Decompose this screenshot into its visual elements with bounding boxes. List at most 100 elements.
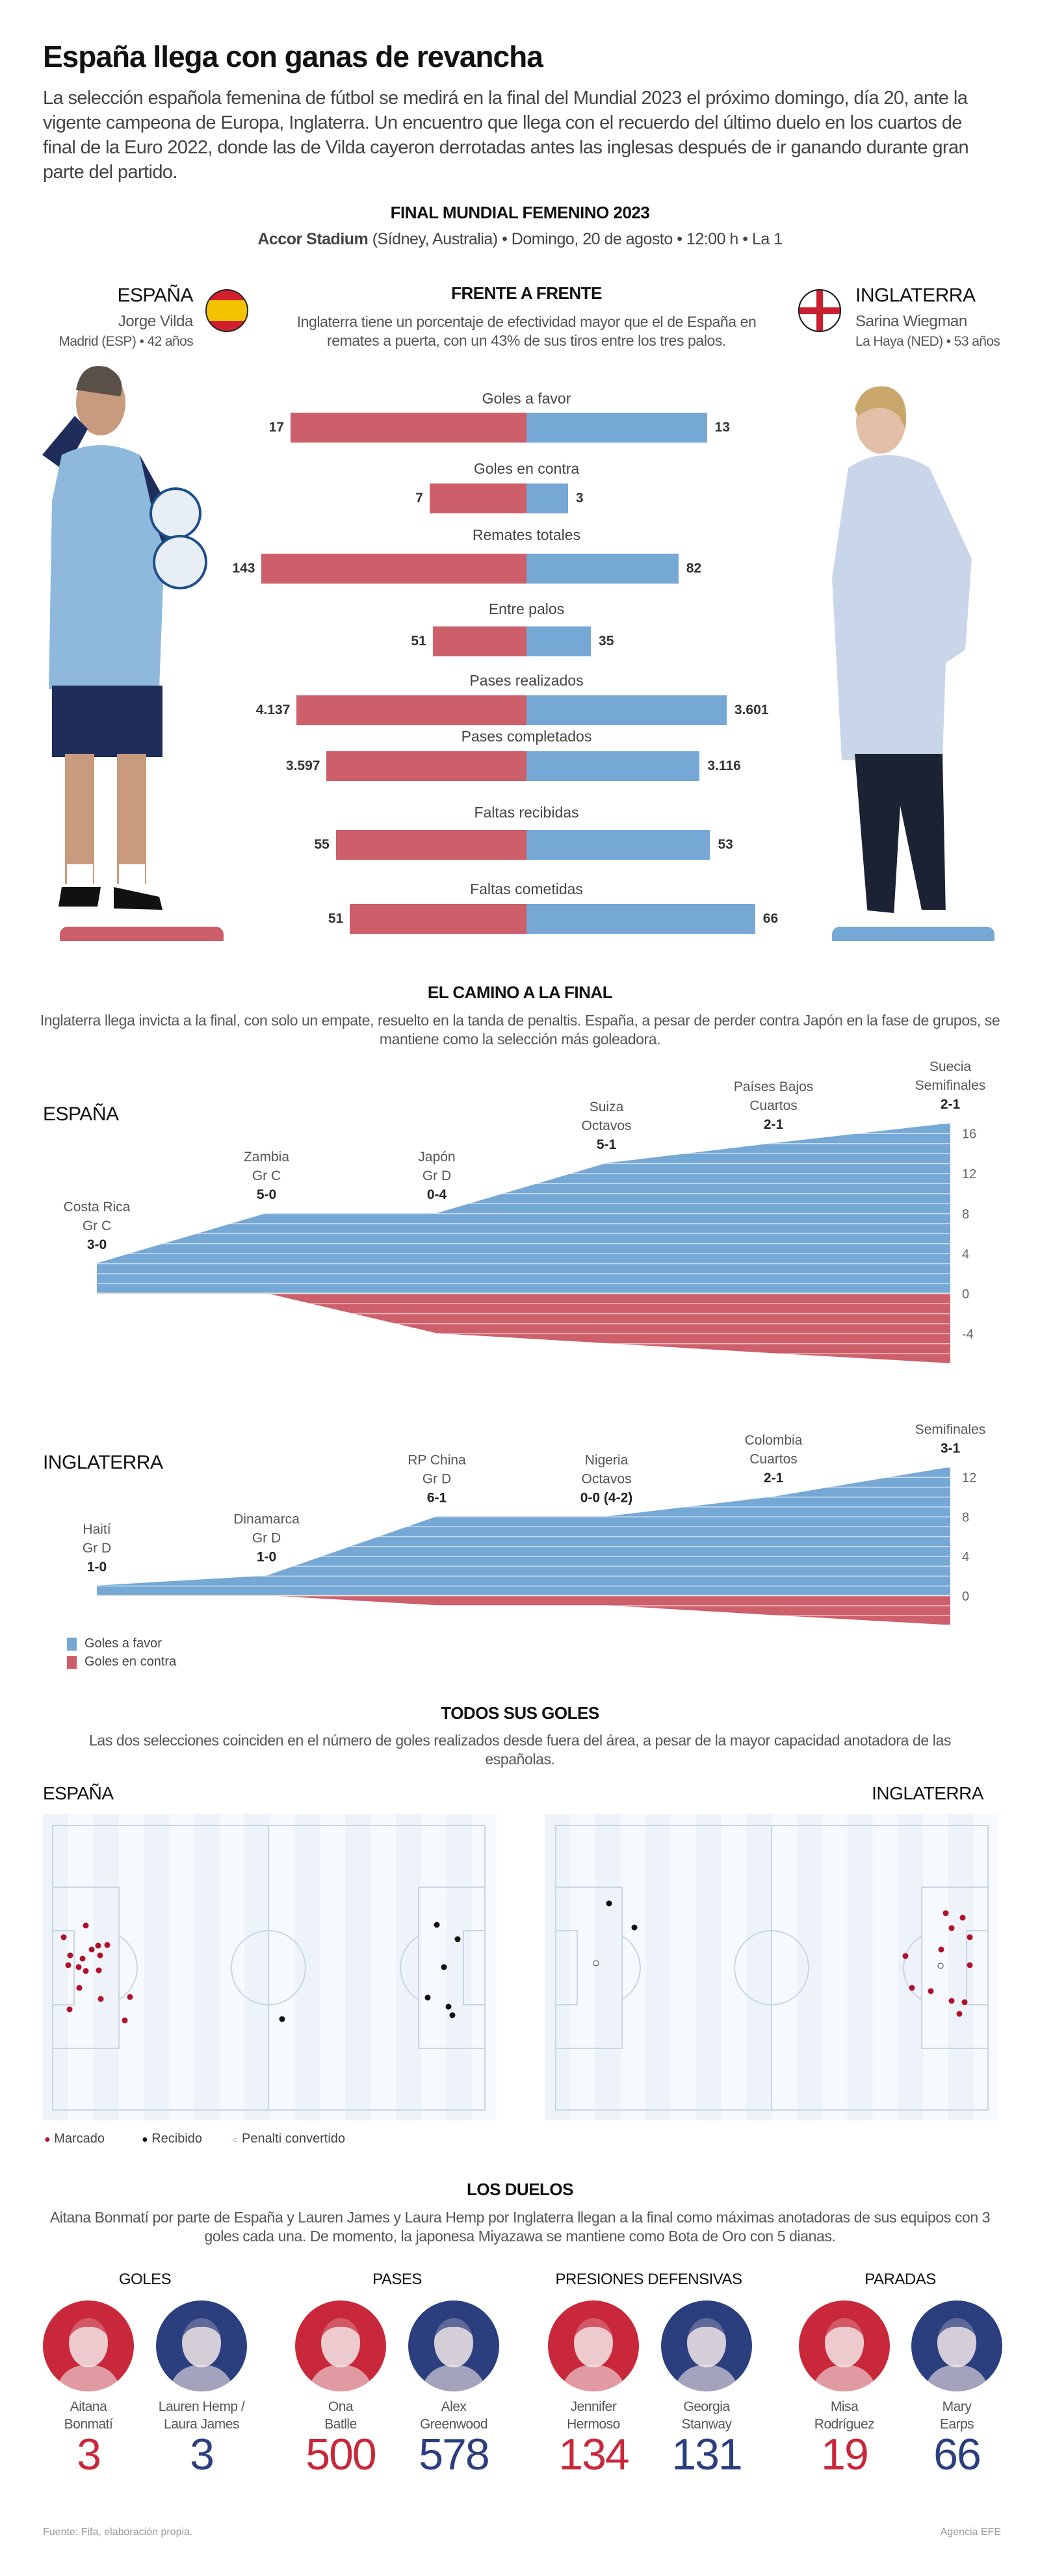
match-details: Accor Stadium (Sídney, Australia) • Domi…	[0, 230, 1040, 249]
goal-scored-dot	[902, 1953, 909, 1959]
match-title: FINAL MUNDIAL FEMENINO 2023	[390, 203, 650, 222]
player-photo	[156, 2300, 247, 2391]
match-score-label: 1-0	[87, 1560, 107, 1575]
match-score-label: 3-0	[87, 1237, 107, 1252]
legend-label: Recibido	[151, 2132, 203, 2146]
player-stat-value: 578	[419, 2430, 489, 2479]
goal-scored-dot	[95, 1942, 101, 1949]
y-tick-label: 4	[962, 1550, 969, 1564]
bar-row-label: Faltas cometidas	[470, 881, 583, 897]
footer-source: Fuente: Fifa, elaboración propia.	[43, 2527, 193, 2538]
spain-value: 51	[328, 911, 344, 926]
england-bar	[526, 751, 700, 781]
england-value: 3	[575, 491, 584, 506]
england-value: 13	[714, 420, 730, 435]
conceded-dot-icon: ●	[142, 2134, 148, 2145]
match-rival-label: Países Bajos	[734, 1079, 814, 1094]
pitch-lines	[555, 1825, 989, 2111]
legend-goles-a-favor: Goles a favor	[67, 1636, 162, 1651]
england-coach-photo	[832, 386, 972, 931]
goal-conceded-dot	[279, 2016, 285, 2022]
match-round-label: Semifinales	[915, 1078, 986, 1093]
spain-goals-pitch	[43, 1814, 497, 2120]
y-tick-label: 16	[962, 1127, 976, 1142]
england-value: 35	[599, 634, 614, 649]
pitch-stripe	[772, 1814, 797, 2120]
bar-row-label: Pases completados	[461, 728, 592, 745]
player-stat-value: 3	[190, 2430, 214, 2479]
spain-bar	[291, 413, 526, 443]
goal-conceded-dot	[424, 1994, 431, 2001]
spain-value: 3.597	[285, 758, 320, 773]
england-value: 3.601	[734, 702, 769, 717]
player-photo	[799, 2300, 890, 2391]
player-name: Lauren Hemp / Laura James	[158, 2399, 245, 2432]
goles-en-contra-stripes	[97, 1595, 950, 1625]
spain-value: 51	[411, 634, 426, 649]
legend-swatch-blue	[67, 1637, 77, 1651]
camino-spain-label: ESPAÑA	[43, 1103, 119, 1125]
goal-conceded-dot	[606, 1900, 612, 1907]
goles-desc: Las dos selecciones coinciden en el núme…	[89, 1732, 951, 1768]
match-score-label: 0-0 (4-2)	[580, 1490, 633, 1505]
england-flag-icon	[798, 289, 841, 332]
goal-scored-dot	[909, 1985, 915, 1991]
england-path-area-chart: 12 8 4 0 Haití Gr D 1-0 Dinamarca Gr D 1-0 RP Chin…	[83, 1417, 985, 1625]
legend-label: Penalti convertido	[242, 2132, 346, 2146]
goal-scored-dot	[75, 1964, 82, 1970]
match-score-label: 2-1	[764, 1117, 784, 1132]
goal-conceded-dot	[631, 1924, 638, 1931]
goal-scored-dot	[67, 1952, 73, 1959]
camino-desc: Inglaterra llega invicta a la final, con…	[40, 1012, 1000, 1048]
match-round-label: Gr D	[252, 1531, 281, 1546]
england-coach-name: Sarina Wiegman	[855, 313, 967, 330]
spain-coach-photo	[42, 366, 207, 910]
y-tick-label: 0	[962, 1590, 969, 1604]
england-bar	[526, 830, 710, 860]
match-score-label: 0-4	[427, 1187, 447, 1202]
player-photo	[911, 2300, 1002, 2391]
goal-scored-dot	[98, 1996, 104, 2002]
match-round-label: Octavos	[581, 1118, 631, 1133]
y-tick-label: 8	[962, 1207, 969, 1222]
pitch-stripe	[620, 1814, 646, 2120]
england-value: 82	[686, 561, 702, 576]
camino-title: EL CAMINO A LA FINAL	[427, 983, 613, 1002]
match-round-label: Cuartos	[749, 1452, 798, 1467]
match-rival-label: Australia	[924, 1417, 977, 1418]
match-rival-label: Nigeria	[585, 1452, 629, 1467]
goal-scored-dot	[60, 1934, 67, 1940]
spain-flag-icon	[205, 289, 248, 332]
spain-value: 143	[232, 561, 255, 576]
pitch-stripe	[973, 1814, 998, 2120]
duelos-desc: Aitana Bonmatí por parte de España y Lau…	[49, 2209, 991, 2245]
goal-scored-dot	[97, 1952, 103, 1959]
goal-scored-dot	[948, 1925, 955, 1931]
legend-marcado: ● Marcado	[44, 2132, 105, 2146]
player-photo	[661, 2300, 752, 2391]
goal-scored-dot	[122, 2017, 128, 2024]
spain-value: 7	[415, 491, 423, 506]
pitch-stripe	[822, 1814, 848, 2120]
page-title: España llega con ganas de revancha	[43, 40, 543, 73]
match-score-label: 3-1	[941, 1441, 961, 1456]
england-coach-pedestal	[832, 927, 994, 941]
england-value: 66	[762, 911, 779, 926]
pitch-stripe	[721, 1814, 747, 2120]
match-rival-label: Haití	[83, 1522, 110, 1537]
player-stat-value: 19	[821, 2430, 869, 2479]
pitch-lines	[52, 1825, 486, 2111]
player-stat-value: 3	[77, 2430, 101, 2479]
y-tick-label: 12	[962, 1167, 976, 1181]
player-stat-value: 131	[671, 2430, 742, 2479]
england-value: 53	[718, 837, 733, 852]
england-bar	[526, 626, 592, 656]
frente-desc: Inglaterra tiene un porcentaje de efecti…	[296, 313, 757, 349]
pitch-stripe	[320, 1814, 346, 2120]
legend-penalti: ○ Penalti convertido	[233, 2132, 345, 2146]
y-tick-label: 0	[962, 1287, 969, 1302]
bar-row-label: Goles a favor	[482, 390, 571, 407]
match-score-label: 5-1	[597, 1137, 617, 1152]
goal-scored-dot	[96, 1967, 102, 1974]
intro-paragraph: La selección española femenina de fútbol…	[43, 88, 969, 183]
